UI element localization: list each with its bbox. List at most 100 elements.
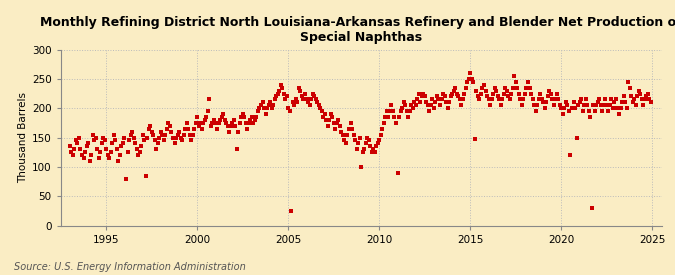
Point xyxy=(198,121,209,125)
Point xyxy=(219,118,230,122)
Point xyxy=(298,97,309,101)
Point xyxy=(429,106,439,110)
Point xyxy=(133,153,144,157)
Point xyxy=(612,106,623,110)
Point xyxy=(70,138,81,143)
Point xyxy=(539,106,550,110)
Point xyxy=(110,138,121,143)
Point xyxy=(500,86,511,90)
Point xyxy=(551,91,562,96)
Point xyxy=(161,126,172,131)
Point xyxy=(522,79,533,84)
Point xyxy=(82,141,93,145)
Point xyxy=(597,109,608,113)
Point xyxy=(452,91,462,96)
Point xyxy=(643,91,653,96)
Point xyxy=(122,150,133,154)
Point xyxy=(78,156,89,160)
Point xyxy=(617,100,628,104)
Point xyxy=(423,103,433,108)
Point xyxy=(68,153,78,157)
Point xyxy=(548,103,559,108)
Point xyxy=(443,100,454,104)
Point xyxy=(167,135,178,140)
Point xyxy=(304,103,315,108)
Point xyxy=(256,103,267,108)
Point xyxy=(301,97,312,101)
Point xyxy=(401,109,412,113)
Point xyxy=(645,100,656,104)
Point xyxy=(336,130,347,134)
Point xyxy=(290,97,301,101)
Point xyxy=(535,91,545,96)
Point xyxy=(526,91,537,96)
Point xyxy=(562,103,573,108)
Point xyxy=(377,126,387,131)
Point xyxy=(593,100,603,104)
Point xyxy=(127,130,138,134)
Point xyxy=(105,150,116,154)
Point xyxy=(383,115,394,119)
Point xyxy=(398,100,409,104)
Point xyxy=(520,91,531,96)
Point xyxy=(149,138,160,143)
Point xyxy=(491,88,502,93)
Point xyxy=(547,97,558,101)
Point xyxy=(595,103,606,108)
Point xyxy=(637,97,647,101)
Point xyxy=(527,97,538,101)
Point xyxy=(233,130,244,134)
Point xyxy=(510,79,521,84)
Point xyxy=(447,91,458,96)
Point xyxy=(295,88,306,93)
Point xyxy=(529,103,539,108)
Point xyxy=(509,74,520,78)
Point xyxy=(266,106,277,110)
Point xyxy=(284,109,295,113)
Point xyxy=(356,165,367,169)
Point xyxy=(64,144,75,148)
Point xyxy=(331,121,342,125)
Point xyxy=(532,103,543,108)
Point xyxy=(472,94,483,99)
Point xyxy=(425,103,436,108)
Point xyxy=(308,94,319,99)
Point xyxy=(312,100,323,104)
Point xyxy=(296,94,307,99)
Point xyxy=(103,153,113,157)
Point xyxy=(324,118,335,122)
Point xyxy=(391,121,402,125)
Point xyxy=(317,109,327,113)
Point xyxy=(482,94,493,99)
Point xyxy=(121,176,132,181)
Point xyxy=(421,100,432,104)
Point xyxy=(554,103,565,108)
Point xyxy=(556,106,567,110)
Point xyxy=(483,97,494,101)
Point xyxy=(362,135,373,140)
Point xyxy=(605,103,616,108)
Point xyxy=(155,130,166,134)
Point xyxy=(506,91,517,96)
Text: Source: U.S. Energy Information Administration: Source: U.S. Energy Information Administ… xyxy=(14,262,245,272)
Point xyxy=(81,144,92,148)
Point xyxy=(339,138,350,143)
Point xyxy=(416,94,427,99)
Point xyxy=(109,132,119,137)
Point xyxy=(307,91,318,96)
Point xyxy=(246,115,257,119)
Point xyxy=(635,91,646,96)
Point xyxy=(88,138,99,143)
Point xyxy=(480,88,491,93)
Point xyxy=(471,88,482,93)
Point xyxy=(310,97,321,101)
Point xyxy=(516,103,527,108)
Point xyxy=(183,126,194,131)
Point xyxy=(564,109,574,113)
Point xyxy=(157,132,168,137)
Point xyxy=(263,103,274,108)
Point xyxy=(608,106,618,110)
Point xyxy=(160,132,171,137)
Point xyxy=(603,109,614,113)
Point xyxy=(466,77,477,81)
